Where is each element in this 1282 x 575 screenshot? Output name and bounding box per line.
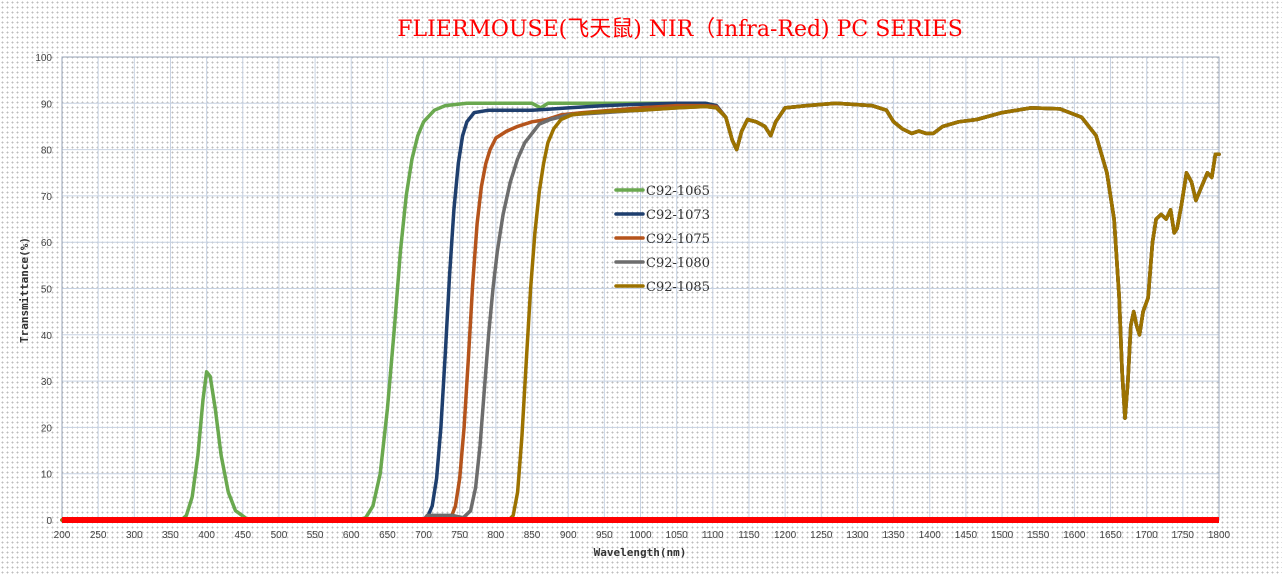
- y-tick-label: 20: [41, 423, 53, 434]
- x-tick-label: 1800: [1208, 530, 1231, 541]
- x-tick-label: 850: [524, 530, 541, 541]
- x-tick-label: 400: [198, 530, 215, 541]
- x-tick-label: 550: [307, 530, 324, 541]
- x-tick-label: 1750: [1172, 530, 1195, 541]
- x-tick-label: 1550: [1027, 530, 1050, 541]
- y-tick-label: 50: [41, 285, 53, 296]
- y-tick-label: 40: [41, 331, 53, 342]
- legend-label: C92-1085: [646, 280, 710, 295]
- x-tick-label: 1100: [702, 530, 724, 541]
- x-tick-label: 250: [90, 530, 107, 541]
- y-tick-label: 100: [35, 53, 52, 64]
- x-tick-label: 600: [343, 530, 360, 541]
- legend-label: C92-1080: [646, 256, 710, 271]
- x-tick-label: 700: [415, 530, 432, 541]
- x-tick-label: 1000: [629, 530, 652, 541]
- x-axis-title: Wavelength(nm): [594, 546, 687, 559]
- x-tick-label: 650: [379, 530, 396, 541]
- y-tick-label: 30: [41, 377, 53, 388]
- y-tick-label: 10: [41, 470, 53, 481]
- y-tick-label: 0: [46, 516, 52, 527]
- y-tick-label: 80: [41, 146, 53, 157]
- x-tick-label: 500: [271, 530, 288, 541]
- x-tick-label: 1200: [774, 530, 797, 541]
- x-tick-label: 1400: [919, 530, 942, 541]
- axis-layer: 200 250 300 350 400 450 500 550 600 650 700 750 800 8…: [35, 53, 1230, 541]
- x-tick-label: 900: [560, 530, 577, 541]
- legend-label: C92-1065: [646, 184, 710, 199]
- y-axis-title: Transmittance(%): [18, 237, 31, 343]
- series-layer: [60, 101, 1221, 523]
- x-tick-label: 350: [162, 530, 179, 541]
- y-tick-label: 60: [41, 238, 53, 249]
- legend: C92-1065 C92-1073 C92-1075 C92-1080 C92-1085: [614, 184, 710, 295]
- y-tick-label: 70: [41, 192, 53, 203]
- x-tick-label: 300: [126, 530, 143, 541]
- x-tick-label: 950: [596, 530, 613, 541]
- legend-label: C92-1075: [646, 232, 710, 247]
- legend-label: C92-1073: [646, 208, 710, 223]
- y-tick-label: 90: [41, 99, 53, 110]
- series-line-C92-1085: [60, 101, 1221, 522]
- x-tick-label: 1600: [1063, 530, 1086, 541]
- x-tick-label: 1150: [738, 530, 760, 541]
- x-tick-label: 1300: [846, 530, 869, 541]
- x-tick-label: 1350: [882, 530, 905, 541]
- x-tick-label: 1450: [955, 530, 978, 541]
- x-tick-label: 450: [234, 530, 251, 541]
- x-tick-label: 750: [451, 530, 468, 541]
- x-tick-label: 1500: [991, 530, 1014, 541]
- chart-title: FLIERMOUSE(飞天鼠) NIR（Infra-Red) PC SERIES: [397, 17, 963, 42]
- x-tick-label: 1250: [810, 530, 833, 541]
- grid-layer: [61, 56, 1220, 521]
- x-tick-label: 200: [54, 530, 71, 541]
- x-tick-label: 1700: [1136, 530, 1159, 541]
- x-tick-label: 1650: [1099, 530, 1122, 541]
- x-tick-label: 1050: [666, 530, 689, 541]
- x-tick-label: 800: [488, 530, 505, 541]
